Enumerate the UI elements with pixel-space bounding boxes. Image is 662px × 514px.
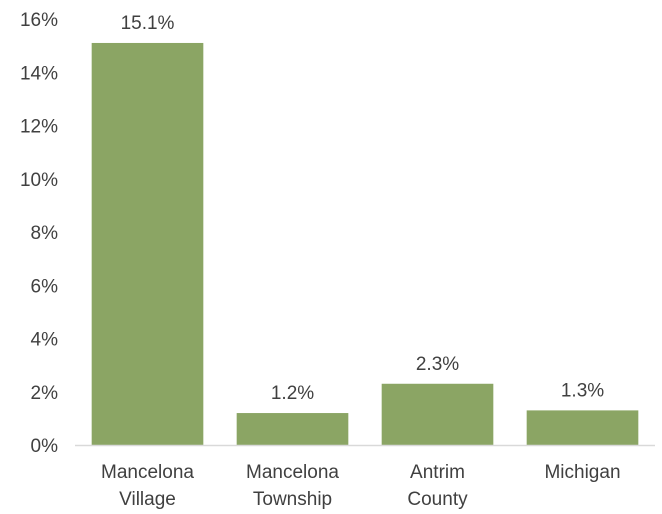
- y-tick-label: 2%: [31, 383, 59, 404]
- y-tick-label: 16%: [20, 10, 58, 31]
- y-tick-label: 10%: [20, 170, 58, 191]
- bar: [91, 42, 204, 446]
- bar: [381, 383, 494, 445]
- data-label: 2.3%: [416, 354, 459, 375]
- data-labels: 15.1% 1.2% 2.3% 1.3%: [121, 13, 605, 404]
- bars: [91, 42, 639, 446]
- bar: [526, 410, 639, 445]
- y-axis-ticks: 0% 2% 4% 6% 8% 10% 12% 14% 16%: [20, 10, 58, 457]
- y-tick-label: 8%: [31, 223, 59, 244]
- bar: [236, 413, 349, 445]
- data-label: 15.1%: [121, 13, 175, 34]
- y-tick-label: 0%: [31, 436, 59, 457]
- category-label: Antrim: [410, 462, 465, 483]
- category-labels: Mancelona Village Mancelona Township Antrim C…: [101, 462, 621, 510]
- data-label: 1.3%: [561, 380, 604, 401]
- y-tick-label: 6%: [31, 276, 59, 297]
- category-label: County: [407, 489, 468, 510]
- category-label: Michigan: [544, 462, 620, 483]
- data-label: 1.2%: [271, 383, 314, 404]
- category-label: Village: [119, 489, 176, 510]
- category-label: Mancelona: [101, 462, 194, 483]
- y-tick-label: 4%: [31, 330, 59, 351]
- y-tick-label: 14%: [20, 63, 58, 84]
- category-label: Mancelona: [246, 462, 339, 483]
- y-tick-label: 12%: [20, 117, 58, 138]
- category-label: Township: [253, 489, 332, 510]
